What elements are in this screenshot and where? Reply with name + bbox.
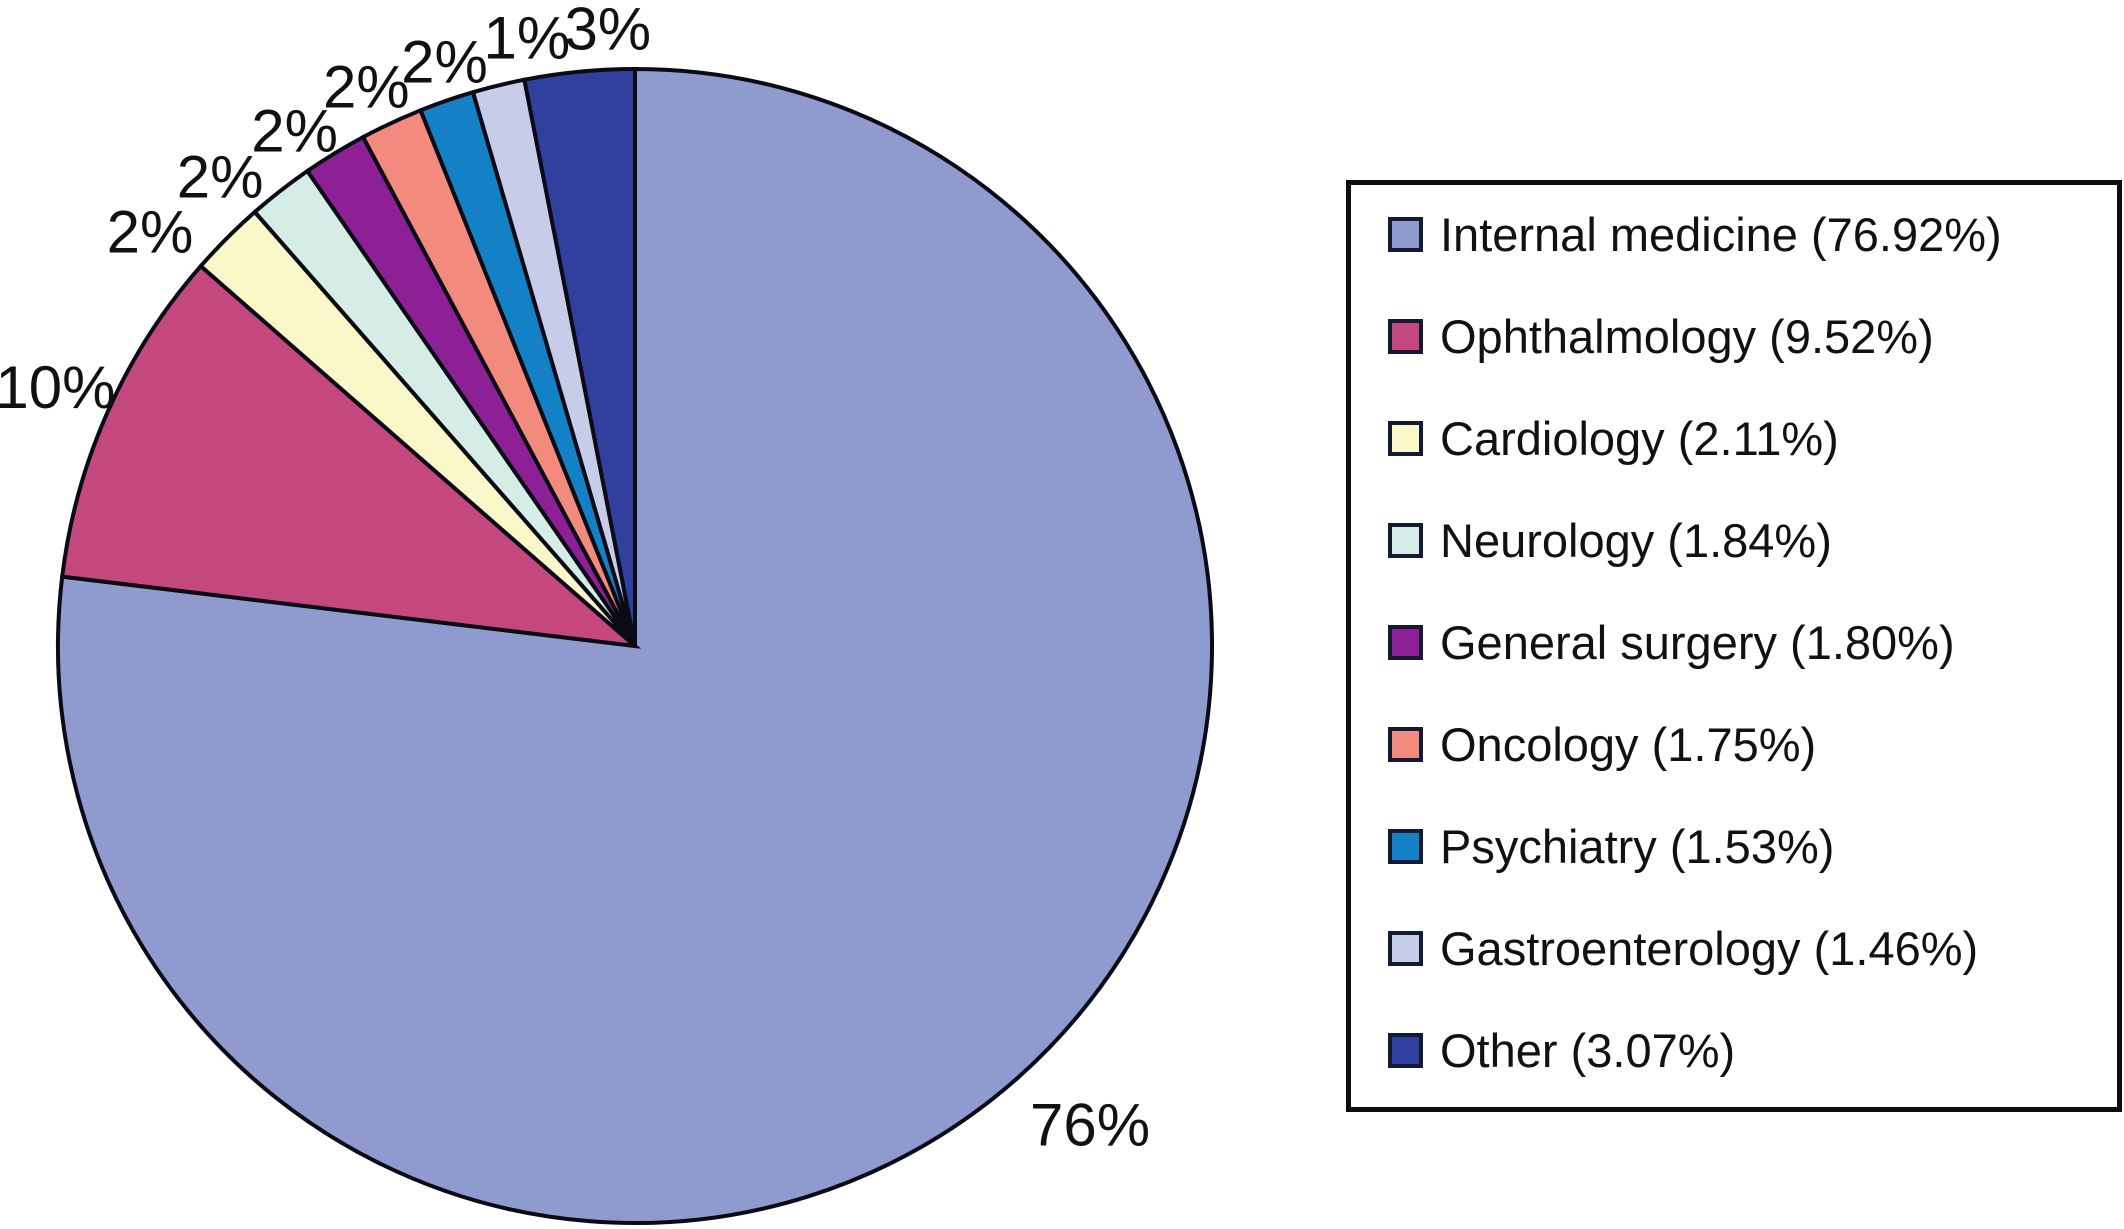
legend: Internal medicine (76.92%) Ophthalmology … <box>1346 180 2122 1112</box>
legend-swatch-icon <box>1388 216 1423 252</box>
legend-item-general-surgery: General surgery (1.80%) <box>1388 614 2107 670</box>
legend-swatch-icon <box>1388 1032 1423 1068</box>
legend-item-cardiology: Cardiology (2.11%) <box>1388 410 2107 466</box>
legend-label: Neurology (1.84%) <box>1440 513 1832 567</box>
legend-swatch-icon <box>1388 930 1423 966</box>
legend-label: Cardiology (2.11%) <box>1440 411 1839 465</box>
legend-swatch-icon <box>1388 522 1423 558</box>
legend-label: Psychiatry (1.53%) <box>1440 819 1835 873</box>
pie-slice-label-cardiology: 2% <box>107 199 194 266</box>
legend-item-ophthalmology: Ophthalmology (9.52%) <box>1388 308 2107 364</box>
legend-item-internal-medicine: Internal medicine (76.92%) <box>1388 206 2107 262</box>
legend-swatch-icon <box>1388 420 1423 456</box>
legend-swatch-icon <box>1388 828 1423 864</box>
legend-swatch-icon <box>1388 624 1423 660</box>
legend-label: Other (3.07%) <box>1440 1023 1736 1077</box>
pie-slice-label-ophthalmology: 10% <box>0 354 115 421</box>
pie-slice-ophthalmology <box>59 263 642 649</box>
legend-item-gastroenterology: Gastroenterology (1.46%) <box>1388 920 2107 976</box>
pie-slice-label-internal-medicine: 76% <box>1030 1091 1150 1158</box>
pie-slice-other <box>522 66 637 647</box>
legend-label: Internal medicine (76.92%) <box>1440 207 2002 261</box>
legend-label: Ophthalmology (9.52%) <box>1440 309 1934 363</box>
legend-item-psychiatry: Psychiatry (1.53%) <box>1388 818 2107 874</box>
pie-slice-label-gastroenterology: 1% <box>484 5 571 72</box>
legend-item-neurology: Neurology (1.84%) <box>1388 512 2107 568</box>
legend-label: Gastroenterology (1.46%) <box>1440 921 1979 975</box>
legend-swatch-icon <box>1388 726 1423 762</box>
legend-item-other: Other (3.07%) <box>1388 1022 2107 1078</box>
legend-label: Oncology (1.75%) <box>1440 717 1817 771</box>
legend-label: General surgery (1.80%) <box>1440 615 1955 669</box>
pie-slice-label-other: 3% <box>564 0 651 63</box>
pie-slice-label-psychiatry: 2% <box>401 28 488 95</box>
pie-slice-label-neurology: 2% <box>177 144 264 211</box>
pie-slice-label-general-surgery: 2% <box>251 97 338 164</box>
pie-slice-label-oncology: 2% <box>323 53 410 120</box>
legend-swatch-icon <box>1388 318 1423 354</box>
legend-item-oncology: Oncology (1.75%) <box>1388 716 2107 772</box>
